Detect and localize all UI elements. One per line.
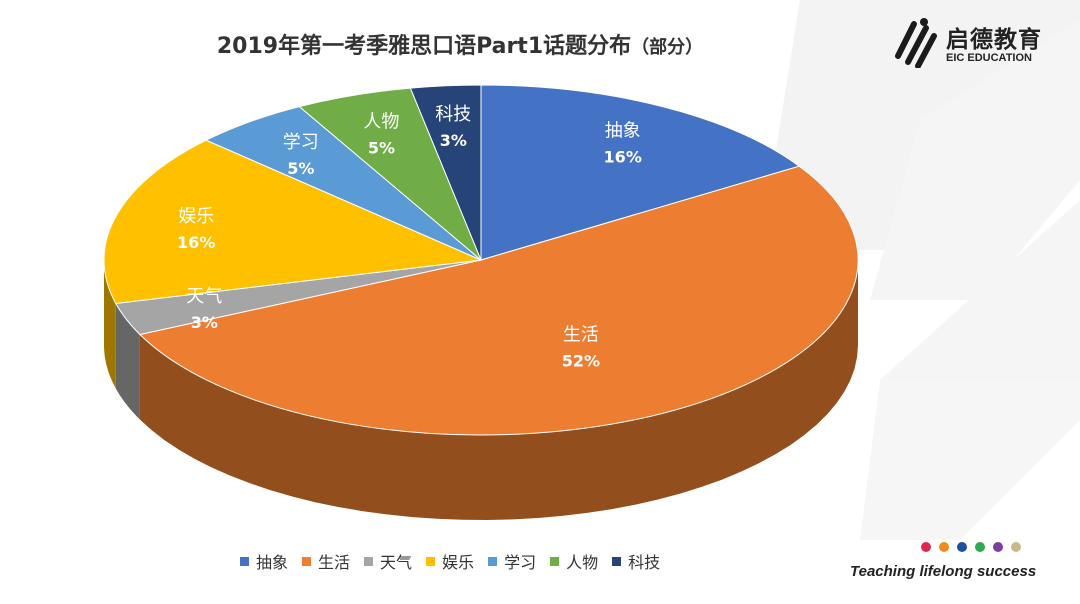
slice-label-人物: 人物 xyxy=(363,112,399,133)
legend-item-抽象: 抽象 xyxy=(240,548,288,574)
slice-value-科技: 3% xyxy=(440,131,467,150)
legend-label: 科技 xyxy=(628,553,661,572)
legend-item-娱乐: 娱乐 xyxy=(426,548,474,574)
slice-label-抽象: 抽象 xyxy=(605,120,641,141)
legend-swatch xyxy=(612,556,622,566)
chart-legend: 抽象 生活 天气 娱乐 学习 人物 科技 xyxy=(240,548,800,574)
legend-item-科技: 科技 xyxy=(612,548,660,574)
pie-side-娱乐 xyxy=(104,260,116,389)
brand-dot xyxy=(1011,542,1021,552)
slice-value-天气: 3% xyxy=(191,313,218,332)
brand-dot xyxy=(921,542,931,552)
legend-swatch xyxy=(488,556,498,566)
brand-name: 启德教育 xyxy=(946,27,1042,53)
slice-value-娱乐: 16% xyxy=(177,233,215,252)
legend-item-天气: 天气 xyxy=(364,548,412,574)
brand-dots xyxy=(921,542,1021,552)
eic-logo-icon xyxy=(895,18,937,68)
legend-label: 人物 xyxy=(566,553,599,572)
brand-tagline: Teaching lifelong success xyxy=(850,563,1037,580)
legend-item-学习: 学习 xyxy=(488,548,536,574)
legend-label: 天气 xyxy=(380,553,413,572)
brand-dot xyxy=(975,542,985,552)
legend-label: 抽象 xyxy=(256,553,289,572)
slice-value-抽象: 16% xyxy=(604,147,642,166)
brand-dot xyxy=(939,542,949,552)
legend-label: 娱乐 xyxy=(442,553,475,572)
legend-swatch xyxy=(426,556,436,566)
pie-slice-抽象 xyxy=(480,84,801,261)
legend-label: 生活 xyxy=(318,553,351,572)
brand-dot xyxy=(993,542,1003,552)
slice-value-人物: 5% xyxy=(368,139,395,158)
brand-logo: 启德教育 EIC EDUCATION xyxy=(888,14,1068,74)
pie-slice-娱乐 xyxy=(103,139,483,305)
chart-title-main: 2019年第一考季雅思口语Part1话题分布 xyxy=(216,34,632,59)
slice-value-生活: 52% xyxy=(562,351,600,370)
chart-title: 2019年第一考季雅思口语Part1话题分布（部分） xyxy=(180,28,740,60)
brand-dot xyxy=(957,542,967,552)
slice-label-学习: 学习 xyxy=(283,132,319,153)
chart-title-suffix: （部分） xyxy=(631,37,704,58)
legend-swatch xyxy=(550,556,560,566)
legend-swatch xyxy=(240,556,249,566)
brand-english: EIC EDUCATION xyxy=(946,52,1032,64)
legend-item-生活: 生活 xyxy=(302,548,350,574)
legend-item-人物: 人物 xyxy=(550,548,598,574)
legend-label: 学习 xyxy=(504,553,537,572)
slice-label-娱乐: 娱乐 xyxy=(178,206,214,227)
pie-slice-科技 xyxy=(409,84,482,261)
slice-label-天气: 天气 xyxy=(186,286,222,307)
legend-swatch xyxy=(364,556,374,566)
slice-label-生活: 生活 xyxy=(563,324,599,345)
slice-label-科技: 科技 xyxy=(435,104,471,125)
slice-value-学习: 5% xyxy=(287,159,314,178)
legend-swatch xyxy=(302,556,312,566)
pie-slice-生活 xyxy=(138,165,859,436)
pie-side-生活 xyxy=(139,260,858,520)
pie-side-天气 xyxy=(115,303,140,420)
